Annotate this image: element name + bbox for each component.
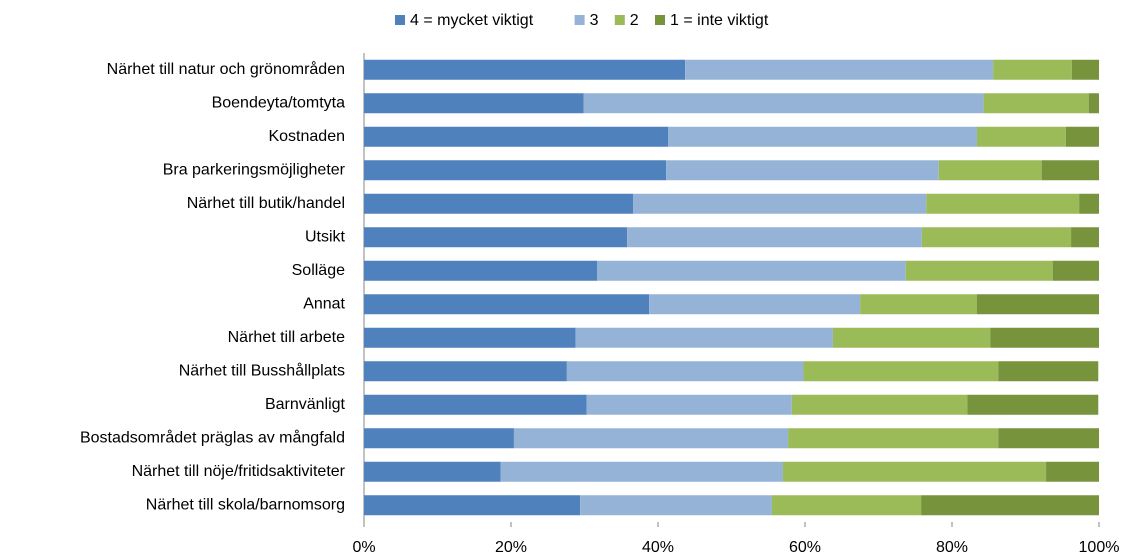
bar-segment <box>364 93 584 114</box>
bar-segment <box>364 126 669 147</box>
legend-label: 1 = inte viktigt <box>670 12 769 29</box>
bar-segment <box>1071 59 1099 80</box>
bar-segment <box>771 495 922 516</box>
bar-segment <box>364 461 501 482</box>
x-tick-label: 40% <box>642 539 674 556</box>
category-label: Utsikt <box>305 228 346 245</box>
category-label: Solläge <box>292 262 345 279</box>
x-tick-label: 20% <box>495 539 527 556</box>
bar-segment <box>1041 160 1099 181</box>
bar-segment <box>926 193 1080 214</box>
bar-segment <box>1071 227 1099 248</box>
bar-segment <box>596 260 906 281</box>
category-label: Barnvänligt <box>265 396 346 413</box>
category-label: Närhet till butik/handel <box>187 195 345 212</box>
category-label: Annat <box>303 295 345 312</box>
bar-segment <box>666 160 939 181</box>
bar-segment <box>364 227 628 248</box>
bar-segment <box>921 227 1072 248</box>
bar-segment <box>627 227 922 248</box>
bar-segment <box>905 260 1053 281</box>
bar-segment <box>1079 193 1099 214</box>
bar-segment <box>1065 126 1099 147</box>
x-tick-label: 80% <box>936 539 968 556</box>
bar-segment <box>921 495 1099 516</box>
bar-segment <box>1052 260 1099 281</box>
bar-segment <box>364 260 597 281</box>
bar-segment <box>668 126 977 147</box>
category-label: Bra parkeringsmöjligheter <box>163 161 346 178</box>
bar-segment <box>990 327 1099 348</box>
legend-swatch <box>395 15 405 25</box>
bar-segment <box>586 394 792 415</box>
category-label: Närhet till natur och grönområden <box>107 60 345 78</box>
bar-segment <box>364 160 667 181</box>
bar-segment <box>513 428 789 449</box>
bar-segment <box>1088 93 1099 114</box>
category-label: Närhet till nöje/fritidsaktiviteter <box>132 463 346 480</box>
bar-segment <box>860 294 977 315</box>
bar-segment <box>967 394 1099 415</box>
bar-segment <box>583 93 984 114</box>
legend-label: 3 <box>590 12 599 29</box>
bar-segment <box>364 294 650 315</box>
bar-segment <box>649 294 861 315</box>
bar-segment <box>364 428 514 449</box>
x-tick-label: 0% <box>352 539 375 556</box>
bar-segment <box>803 361 999 382</box>
bar-segment <box>976 126 1066 147</box>
bar-segment <box>998 361 1099 382</box>
bar-segment <box>364 361 567 382</box>
bar-segment <box>633 193 927 214</box>
bar-segment <box>788 428 999 449</box>
legend-label: 4 = mycket viktigt <box>410 12 534 29</box>
bar-segment <box>791 394 968 415</box>
legend-label: 2 <box>630 12 639 29</box>
category-label: Närhet till skola/barnomsorg <box>146 496 345 513</box>
bar-segment <box>364 193 634 214</box>
bar-segment <box>983 93 1089 114</box>
bar-segment <box>976 294 1099 315</box>
bar-segment <box>580 495 772 516</box>
category-label: Bostadsområdet präglas av mångfald <box>80 428 345 446</box>
bar-segment <box>782 461 1047 482</box>
bar-segment <box>364 495 581 516</box>
bar-segment <box>364 327 576 348</box>
bar-segment <box>1046 461 1099 482</box>
category-label: Närhet till arbete <box>228 329 345 346</box>
bar-segment <box>685 59 994 80</box>
x-tick-label: 100% <box>1079 539 1120 556</box>
legend-swatch <box>574 15 585 25</box>
legend-swatch <box>614 15 625 25</box>
bar-segment <box>998 428 1099 449</box>
legend-swatch <box>655 15 665 25</box>
bar-segment <box>364 394 587 415</box>
category-label: Närhet till Busshållplats <box>179 361 345 379</box>
bar-segment <box>938 160 1042 181</box>
bar-segment <box>575 327 833 348</box>
bar-segment <box>832 327 991 348</box>
bar-segment <box>993 59 1072 80</box>
category-label: Boendeyta/tomtyta <box>212 94 346 111</box>
bar-segment <box>500 461 783 482</box>
bar-segment <box>566 361 804 382</box>
category-label: Kostnaden <box>268 128 345 145</box>
bar-segment <box>364 59 686 80</box>
x-tick-label: 60% <box>789 539 821 556</box>
